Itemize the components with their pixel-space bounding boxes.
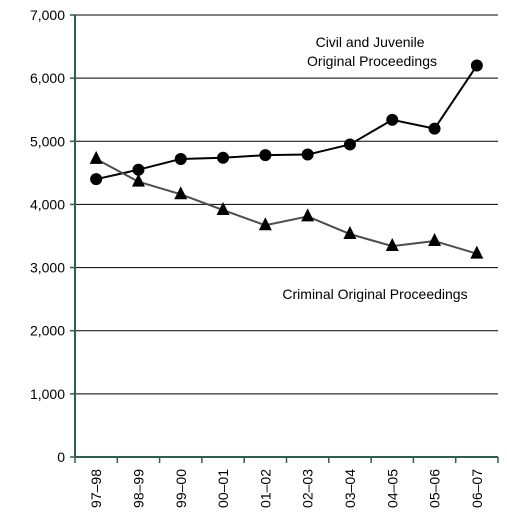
x-tick-label: 02–03 [300, 469, 316, 508]
civil-annotation-line-2: Original Proceedings [307, 53, 437, 69]
x-tick-label: 03–04 [342, 469, 358, 508]
civil-point [259, 149, 272, 162]
y-tick-label: 5,000 [30, 133, 65, 149]
x-tick-label: 00–01 [215, 469, 231, 508]
civil-point [90, 173, 103, 186]
grid-lines [75, 14, 498, 395]
x-axis: 97–98 98–99 99–00 00–01 01–02 02–03 03–04 04–05… [74, 456, 499, 508]
x-tick-label: 06–07 [469, 469, 485, 508]
y-tick-label: 1,000 [30, 386, 65, 402]
criminal-annotation: Criminal Original Proceedings [282, 286, 467, 302]
y-tick-label: 6,000 [30, 70, 65, 86]
civil-line [95, 64, 478, 181]
civil-point [470, 59, 483, 72]
y-tick-label: 3,000 [30, 260, 65, 276]
criminal-point [470, 245, 484, 259]
y-tick-label: 2,000 [30, 323, 65, 339]
criminal-point [131, 173, 145, 187]
criminal-point [428, 232, 442, 246]
civil-annotation: Civil and Juvenile Original Proceedings [307, 34, 437, 69]
civil-point [428, 122, 441, 135]
civil-point [132, 163, 145, 176]
x-tick-label: 04–05 [384, 469, 400, 508]
criminal-point [385, 238, 399, 252]
x-tick-label: 05–06 [427, 469, 443, 508]
civil-point [386, 113, 399, 126]
y-axis: 0 1,000 2,000 3,000 4,000 5,000 6,000 7,000 [30, 7, 76, 465]
civil-point [217, 151, 230, 164]
series-markers [89, 59, 484, 259]
criminal-point [258, 217, 272, 231]
civil-point [343, 138, 356, 151]
civil-annotation-line-1: Civil and Juvenile [316, 34, 425, 50]
criminal-point [174, 186, 188, 200]
x-tick-label: 01–02 [257, 469, 273, 508]
criminal-point [216, 202, 230, 216]
criminal-point [343, 226, 357, 240]
y-tick-label: 4,000 [30, 196, 65, 212]
y-tick-label: 0 [57, 449, 65, 465]
x-tick-label: 99–00 [173, 469, 189, 508]
civil-point [301, 148, 314, 161]
x-tick-label: 97–98 [88, 469, 104, 508]
civil-point [174, 152, 187, 165]
criminal-line [95, 158, 478, 255]
criminal-annotation-line-1: Criminal Original Proceedings [282, 286, 467, 302]
y-tick-label: 7,000 [30, 7, 65, 23]
criminal-point [89, 150, 103, 164]
series-lines [95, 64, 478, 255]
criminal-point [301, 208, 315, 222]
x-tick-label: 98–99 [130, 469, 146, 508]
